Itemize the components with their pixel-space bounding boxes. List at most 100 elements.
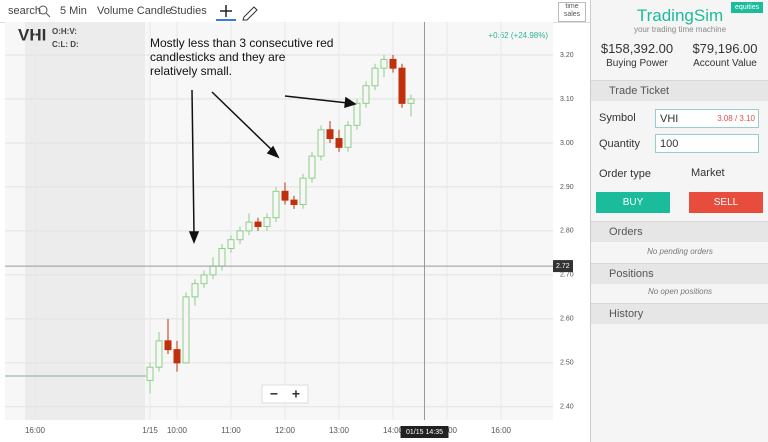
candle-body [245,221,253,232]
candle-body [173,349,181,364]
zoom-box [261,384,309,404]
crosshair-time: 01/15 14:35 [406,429,443,436]
y-tick-label: 2.50 [560,360,574,367]
candle-body [290,199,298,206]
candle-body [344,124,352,148]
candle-body [326,129,334,140]
search-icon[interactable] [38,5,51,18]
candle-body [254,221,262,227]
symbol-label: Symbol [599,112,636,124]
toolbar: search 5 Min Volume Candle Studies time … [0,0,590,23]
candle-body [353,102,361,126]
candle-body [218,247,226,267]
x-tick-label: 16:00 [491,426,512,435]
candle-body [227,239,235,249]
symbol: VHI [18,25,46,44]
annotation: Mostly less than 3 consecutive red candl… [150,36,334,78]
candle-body [308,155,316,179]
x-tick-label: 1/15 [142,426,158,435]
crosshair-time-box [400,426,449,438]
prior-session [25,22,145,420]
section-title: History [609,308,644,320]
order-type[interactable]: Market [691,167,725,179]
buying-power: $158,392.00 [600,41,674,56]
section-title: Trade Ticket [609,85,670,97]
change: +0.62 (+24.98%) [488,31,548,40]
candle-body [155,340,163,368]
cl-label: C:L: D: [52,40,79,49]
quantity-input[interactable]: 100 [655,134,759,153]
quantity-label: Quantity [599,138,640,150]
chart-type[interactable]: Volume Candle [97,5,172,17]
y-tick-label: 2.60 [560,316,574,323]
positions-header[interactable]: Positions [591,263,768,284]
history-header[interactable]: History [591,303,768,324]
candle-body [407,98,415,104]
y-tick-label: 2.40 [560,404,574,411]
tool-icons[interactable] [212,2,272,22]
symbol-value: VHI [660,113,679,125]
candle-body [200,274,208,285]
brand: TradingSim [636,6,724,25]
orders-empty: No pending orders [647,247,713,256]
buy-button[interactable]: BUY [596,192,670,213]
x-tick-label: 13:00 [329,426,350,435]
y-tick-label: 2.70 [560,272,574,279]
candle-body [236,230,244,241]
candle-body [209,265,217,276]
candle-body [182,296,190,364]
x-tick-label: 10:00 [167,426,188,435]
section-title: Orders [609,226,643,238]
y-tick-label: 2.90 [560,184,574,191]
x-tick-label: 12:00 [275,426,296,435]
account-value-label: Account Value [693,58,757,69]
account-value: $79,196.00 [692,41,758,56]
orders-header[interactable]: Orders [591,221,768,242]
buying-power-label: Buying Power [606,58,668,69]
tagline: your trading time machine [633,25,727,34]
ohlc-label: O:H:V: [52,27,77,36]
candle-body [317,129,325,157]
zoom-button[interactable]: + [292,386,300,402]
arrows [188,89,357,245]
badge: equities [731,2,764,13]
crosshair-price: 2.72 [556,263,570,270]
candle-body [191,283,199,298]
x-tick-label: 14:00 [383,426,404,435]
candle-body [272,190,280,219]
y-tick-label: 2.80 [560,228,574,235]
candle-body [389,58,397,69]
search[interactable]: search [8,5,42,17]
interval[interactable]: 5 Min [60,5,87,17]
candle-body [146,366,154,381]
symbol-input[interactable]: VHI 3.08 / 3.10 [655,109,759,128]
candle-body [371,67,379,87]
candle-body [299,177,307,206]
studies[interactable]: Studies [170,5,207,17]
chart: VHI O:H:V: C:L: D: +0.62 (+24.98%) 2.40 2… [5,22,590,442]
side-panel: TradingSim equities your trading time ma… [590,0,768,442]
y-tick-label: 3.10 [560,96,574,103]
zoom-button[interactable]: − [270,386,278,402]
candle-body [362,85,370,104]
crosshair-price-box [553,260,573,273]
candle-body [380,58,388,69]
quantity-value: 100 [660,138,679,150]
positions-empty: No open positions [647,287,713,296]
candle-body [281,190,289,201]
section-title: Positions [609,268,654,280]
sell-button[interactable]: SELL [689,192,763,213]
candle-body [263,217,271,227]
x-tick-label: 11:00 [221,426,241,435]
time-sales[interactable]: time sales [558,2,586,22]
candle-body [164,340,172,351]
order-type-label: Order type [599,168,651,180]
candle-body [335,138,343,148]
quote: 3.08 / 3.10 [717,114,755,123]
x-tick-label: 16:00 [25,426,46,435]
y-tick-label: 3.00 [560,140,574,147]
candle-body [398,67,406,104]
y-tick-label: 3.20 [560,52,574,59]
trade-ticket-header[interactable]: Trade Ticket [591,80,768,101]
